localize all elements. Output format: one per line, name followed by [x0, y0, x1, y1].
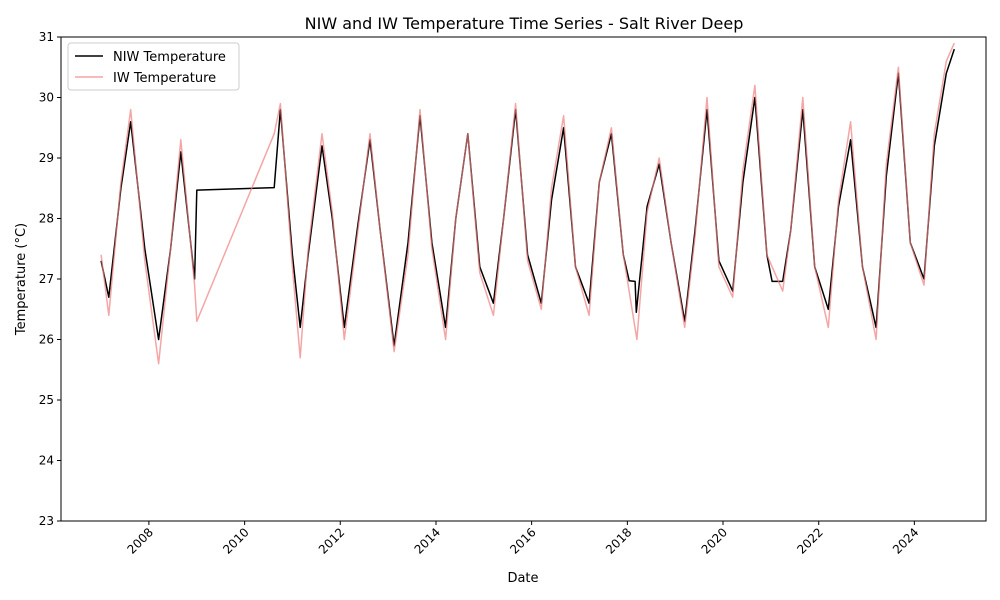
y-tick-label: 28: [39, 212, 54, 226]
y-axis-title: Temperature (°C): [14, 223, 29, 336]
y-tick-label: 27: [39, 272, 54, 286]
y-tick-label: 23: [39, 514, 54, 528]
y-tick-label: 26: [39, 333, 54, 347]
series-line-iw-temperature: [100, 42, 955, 365]
y-tick-label: 31: [39, 30, 54, 44]
legend-box: [67, 42, 240, 91]
x-axis-title: Date: [507, 571, 538, 586]
y-tick-label: 29: [39, 151, 54, 165]
y-axis: 23 24 25 26 27 28 29 30 31: [39, 30, 61, 528]
legend-label-iw: IW Temperature: [113, 71, 216, 86]
legend: NIW Temperature IW Temperature: [67, 42, 240, 91]
y-tick-label: 30: [39, 91, 54, 105]
y-tick-label: 24: [39, 454, 54, 468]
chart-title: NIW and IW Temperature Time Series - Sal…: [305, 14, 744, 33]
legend-label-niw: NIW Temperature: [113, 50, 226, 65]
series-layer: [100, 42, 956, 365]
y-tick-label: 25: [39, 393, 54, 407]
